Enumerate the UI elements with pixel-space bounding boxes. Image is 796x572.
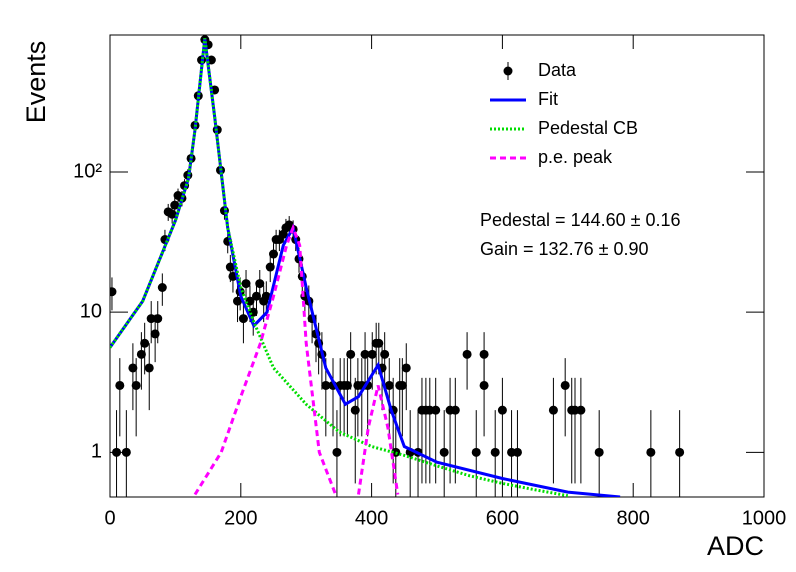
data-point <box>346 349 356 359</box>
plot-area <box>110 35 685 497</box>
data-point <box>576 405 586 415</box>
data-point <box>251 291 261 301</box>
data-point <box>110 287 117 297</box>
data-point <box>238 314 248 324</box>
data-point <box>471 447 481 457</box>
annotation: Pedestal = 144.60 ± 0.16 <box>480 210 681 230</box>
data-point <box>397 380 407 390</box>
y-tick-label: 10 <box>80 300 102 322</box>
x-tick-label: 0 <box>104 507 115 529</box>
data-point <box>144 363 154 373</box>
data-point <box>269 249 278 259</box>
legend-label: Data <box>538 60 577 80</box>
data-point <box>401 363 411 373</box>
data-point <box>384 380 394 390</box>
annotation: Gain = 132.76 ± 0.90 <box>480 239 649 259</box>
data-point <box>497 405 507 415</box>
data-point <box>136 349 146 359</box>
y-axis-title: Events <box>21 41 51 124</box>
data-point <box>450 405 460 415</box>
x-tick-label: 800 <box>617 507 650 529</box>
data-point <box>241 279 251 289</box>
data-point <box>439 447 449 457</box>
data-point <box>490 447 500 457</box>
data-point <box>479 349 489 359</box>
data-point <box>150 329 160 339</box>
x-axis-title: ADC <box>707 531 764 561</box>
fit-curve <box>110 38 569 497</box>
data-point <box>594 447 604 457</box>
data-point <box>140 338 150 348</box>
plot-frame <box>109 34 765 498</box>
data-point <box>170 200 180 210</box>
legend-symbol <box>503 66 513 76</box>
data-point <box>245 296 255 306</box>
x-tick-label: 1000 <box>742 507 787 529</box>
data-point <box>146 314 156 324</box>
data-point <box>153 314 163 324</box>
data-point <box>157 282 167 292</box>
data-point <box>512 447 522 457</box>
data-point <box>265 262 275 272</box>
data-point <box>332 447 342 457</box>
data-point <box>128 363 138 373</box>
x-tick-label: 400 <box>355 507 388 529</box>
data-point <box>675 447 685 457</box>
legend-label: p.e. peak <box>538 147 613 167</box>
data-point <box>462 349 472 359</box>
y-tick-label: 10² <box>73 160 102 182</box>
data-point <box>360 349 370 359</box>
legend-label: Fit <box>538 89 558 109</box>
data-point <box>380 349 390 359</box>
data-point <box>261 291 271 301</box>
data-point <box>548 405 558 415</box>
fit-curve <box>193 223 400 496</box>
data-point <box>374 338 384 348</box>
data-point <box>255 279 265 289</box>
data-point <box>131 380 141 390</box>
data-point <box>431 405 441 415</box>
data-point <box>321 380 331 390</box>
x-tick-label: 600 <box>486 507 519 529</box>
data-point <box>367 349 377 359</box>
x-tick-label: 200 <box>224 507 257 529</box>
data-point <box>646 447 656 457</box>
data-point <box>342 380 352 390</box>
data-point <box>350 405 360 415</box>
data-point <box>115 380 125 390</box>
legend-label: Pedestal CB <box>538 118 638 138</box>
y-tick-label: 1 <box>91 441 102 463</box>
data-point <box>560 380 570 390</box>
